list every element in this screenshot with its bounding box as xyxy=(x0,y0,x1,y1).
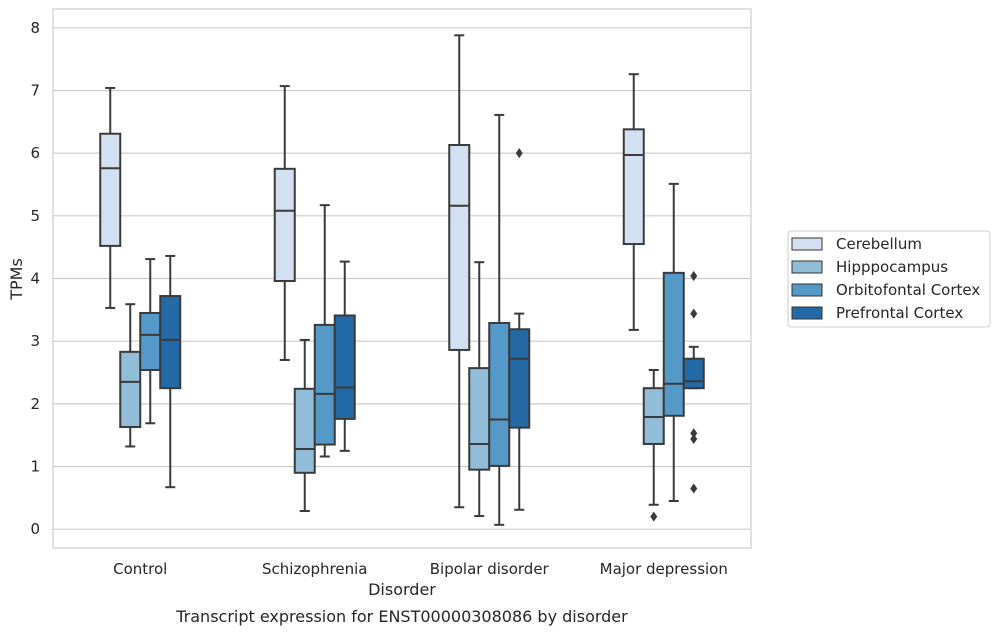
box-plots xyxy=(99,34,705,526)
box-2-2 xyxy=(488,113,511,526)
box-1-0 xyxy=(273,85,296,361)
box-1-3-box xyxy=(333,314,356,420)
grid-lines xyxy=(53,27,751,530)
box-3-3-box xyxy=(682,357,705,390)
y-tick-label-4: 4 xyxy=(30,270,40,288)
box-1-2 xyxy=(313,204,336,458)
box-1-1 xyxy=(293,338,316,513)
legend-label-prefrontal: Prefrontal Cortex xyxy=(836,304,963,322)
legend-frame xyxy=(787,230,991,328)
box-3-3-flier-4 xyxy=(690,270,698,281)
box-3-3-flier-2 xyxy=(690,428,698,439)
chart-caption: Transcript expression for ENST0000030808… xyxy=(175,607,628,626)
box-3-0-box xyxy=(622,128,645,246)
box-0-1 xyxy=(119,303,142,448)
x-tick-label-0: Control xyxy=(113,560,167,578)
box-3-3-flier-3 xyxy=(690,308,698,319)
box-3-0 xyxy=(622,73,645,331)
box-0-1-box xyxy=(119,350,142,429)
box-0-0 xyxy=(99,86,122,309)
box-3-1 xyxy=(642,369,665,522)
box-2-3-box xyxy=(508,328,531,429)
box-0-2-box xyxy=(139,311,162,372)
legend-swatch-cerebellum xyxy=(791,237,823,251)
legend-swatch-prefrontal xyxy=(791,306,823,320)
box-1-2-box xyxy=(313,323,336,446)
y-tick-label-6: 6 xyxy=(30,144,40,162)
y-tick-label-5: 5 xyxy=(30,207,40,225)
box-2-3 xyxy=(508,148,531,511)
x-tick-labels: Control Schizophrenia Bipolar disorder Majo… xyxy=(113,560,728,578)
legend-swatch-hippocampus xyxy=(791,260,823,274)
legend-swatch-orbitofrontal xyxy=(791,283,823,297)
box-3-1-flier-0 xyxy=(650,511,658,522)
y-tick-label-1: 1 xyxy=(30,458,40,476)
box-2-3-flier-0 xyxy=(515,148,523,159)
y-tick-label-7: 7 xyxy=(30,81,40,99)
box-1-1-box xyxy=(293,387,316,474)
box-0-2 xyxy=(139,258,162,425)
box-1-0-box xyxy=(273,167,296,283)
box-0-0-box xyxy=(99,132,122,247)
legend-label-cerebellum: Cerebellum xyxy=(836,235,922,253)
box-2-1-box xyxy=(468,367,491,471)
box-3-2 xyxy=(662,182,685,502)
y-tick-label-8: 8 xyxy=(30,19,40,37)
y-tick-labels: 0 1 2 3 4 5 6 7 8 xyxy=(30,19,40,538)
legend-label-orbitofrontal: Orbitofontal Cortex xyxy=(836,281,980,299)
x-tick-label-3: Major depression xyxy=(600,560,728,578)
x-tick-label-1: Schizophrenia xyxy=(262,560,367,578)
box-0-3-box xyxy=(159,295,182,390)
box-0-3 xyxy=(159,254,182,489)
x-tick-label-2: Bipolar disorder xyxy=(430,560,550,578)
box-2-0-box xyxy=(448,144,471,351)
plot-frame xyxy=(52,8,752,549)
box-2-1 xyxy=(468,261,491,518)
box-3-3 xyxy=(682,270,705,494)
y-tick-label-2: 2 xyxy=(30,395,40,413)
box-3-2-box xyxy=(662,271,685,417)
legend: Cerebellum Hipppocampus Orbitofontal Cor… xyxy=(787,230,991,328)
box-2-2-box xyxy=(488,321,511,467)
x-axis-label: Disorder xyxy=(368,580,436,599)
box-1-3 xyxy=(333,260,356,452)
box-2-0 xyxy=(448,34,471,509)
y-tick-label-0: 0 xyxy=(30,520,40,538)
box-3-3-flier-0 xyxy=(690,483,698,494)
legend-label-hippocampus: Hipppocampus xyxy=(836,258,948,276)
y-axis-label: TPMs xyxy=(7,258,26,301)
box-3-3-flier-1 xyxy=(690,433,698,444)
y-tick-label-3: 3 xyxy=(30,332,40,350)
